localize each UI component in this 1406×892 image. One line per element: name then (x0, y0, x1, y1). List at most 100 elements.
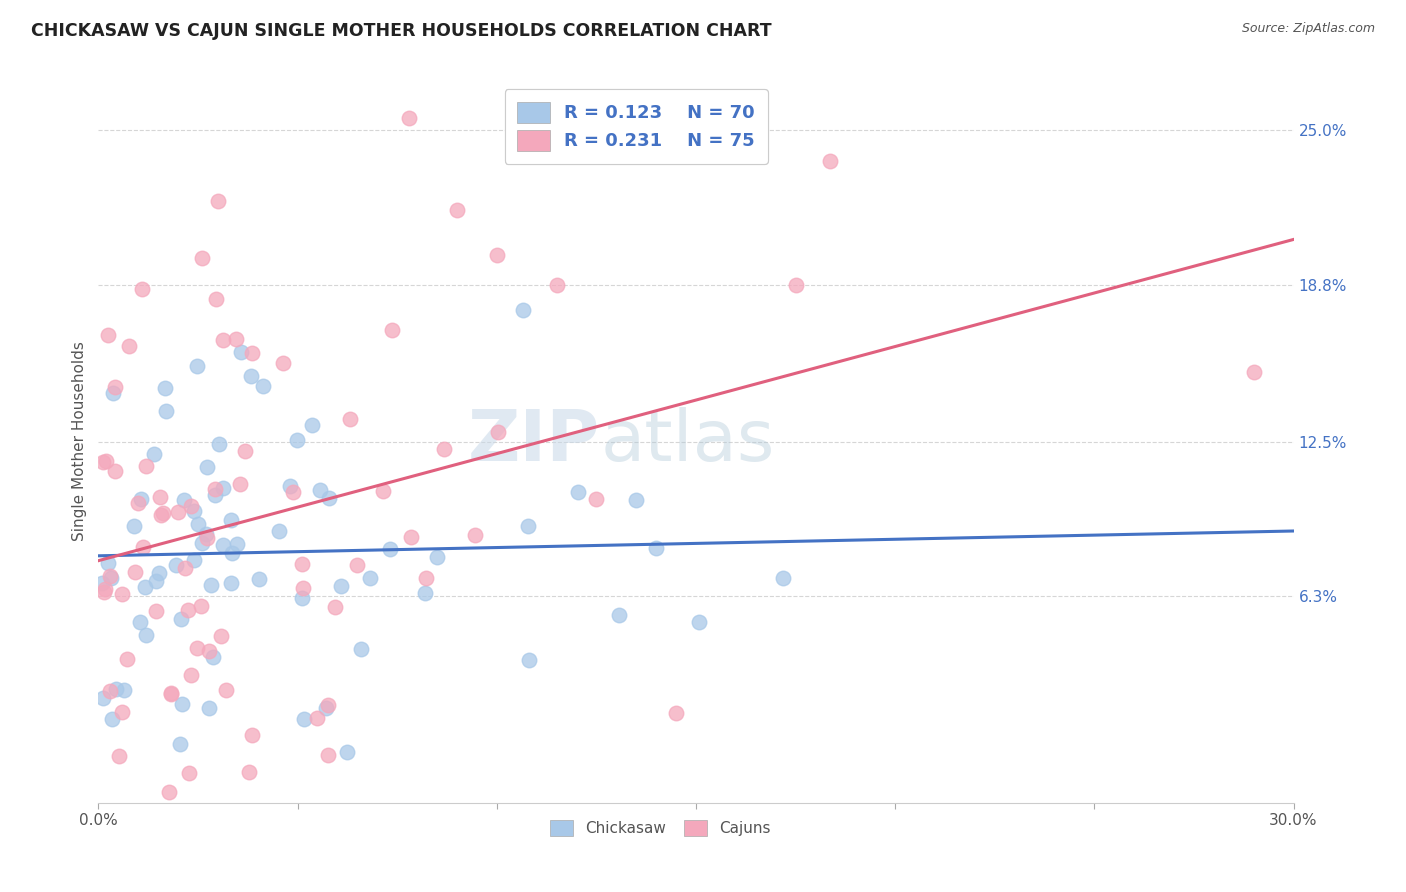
Point (226, 537, 249, 551)
Point (426, 550, 449, 565)
Point (183, 552, 205, 566)
Point (212, 333, 235, 347)
Point (195, 527, 218, 541)
Point (267, 524, 290, 539)
Point (207, 194, 229, 208)
Point (186, 641, 208, 656)
Point (281, 485, 304, 500)
Point (624, 492, 647, 507)
Point (197, 643, 219, 657)
Point (124, 566, 146, 580)
Point (101, 386, 124, 401)
Point (170, 698, 193, 712)
Point (688, 615, 710, 630)
Point (169, 737, 191, 751)
Point (195, 531, 218, 545)
Point (145, 604, 167, 618)
Point (517, 653, 540, 667)
Point (486, 425, 509, 439)
Point (252, 378, 274, 392)
Point (112, 682, 135, 697)
Point (285, 433, 308, 447)
Point (415, 571, 437, 585)
Point (247, 572, 270, 586)
Point (108, 748, 131, 763)
Point (145, 574, 167, 588)
Point (280, 479, 302, 493)
Point (143, 447, 166, 461)
Point (772, 571, 794, 585)
Point (110, 705, 132, 719)
Point (180, 668, 202, 682)
Point (191, 251, 214, 265)
Point (225, 332, 247, 346)
Point (111, 587, 134, 601)
Point (93, 585, 115, 599)
Point (316, 747, 339, 762)
Point (665, 706, 688, 720)
Point (318, 491, 340, 506)
Point (271, 355, 294, 369)
Point (197, 700, 219, 714)
Point (155, 404, 177, 418)
Point (208, 436, 231, 450)
Point (413, 585, 436, 599)
Point (127, 496, 149, 510)
Point (215, 683, 238, 698)
Point (149, 508, 172, 522)
Point (134, 581, 156, 595)
Point (607, 607, 630, 622)
Point (339, 412, 361, 426)
Point (195, 459, 218, 474)
Text: Source: ZipAtlas.com: Source: ZipAtlas.com (1241, 22, 1375, 36)
Point (346, 558, 368, 573)
Point (1243, 365, 1265, 379)
Point (93, 582, 115, 597)
Point (122, 519, 145, 533)
Point (212, 538, 235, 552)
Point (512, 302, 534, 317)
Point (104, 681, 127, 696)
Point (291, 591, 314, 606)
Point (100, 571, 122, 585)
Point (309, 483, 332, 498)
Point (785, 277, 807, 292)
Point (167, 506, 190, 520)
Point (152, 506, 174, 520)
Point (329, 579, 352, 593)
Point (166, 558, 188, 573)
Point (211, 481, 233, 495)
Point (219, 575, 242, 590)
Legend: Chickasaw, Cajuns: Chickasaw, Cajuns (544, 814, 776, 842)
Point (173, 560, 195, 574)
Point (160, 687, 183, 701)
Point (98, 568, 121, 582)
Point (97, 556, 120, 570)
Point (238, 765, 260, 780)
Point (239, 368, 262, 383)
Point (567, 485, 589, 500)
Point (446, 202, 468, 217)
Point (134, 458, 156, 473)
Point (101, 712, 124, 726)
Point (204, 488, 226, 502)
Point (305, 711, 328, 725)
Point (104, 380, 127, 394)
Point (148, 490, 170, 504)
Point (209, 629, 232, 643)
Point (98, 684, 121, 698)
Point (200, 578, 222, 592)
Point (97, 328, 120, 343)
Point (371, 484, 394, 499)
Point (818, 153, 841, 168)
Point (91, 455, 114, 469)
Point (233, 444, 256, 458)
Point (464, 528, 486, 542)
Point (398, 111, 420, 125)
Point (359, 571, 381, 585)
Point (170, 612, 193, 626)
Point (115, 651, 138, 665)
Point (585, 491, 607, 506)
Point (301, 418, 323, 433)
Text: atlas: atlas (600, 407, 775, 476)
